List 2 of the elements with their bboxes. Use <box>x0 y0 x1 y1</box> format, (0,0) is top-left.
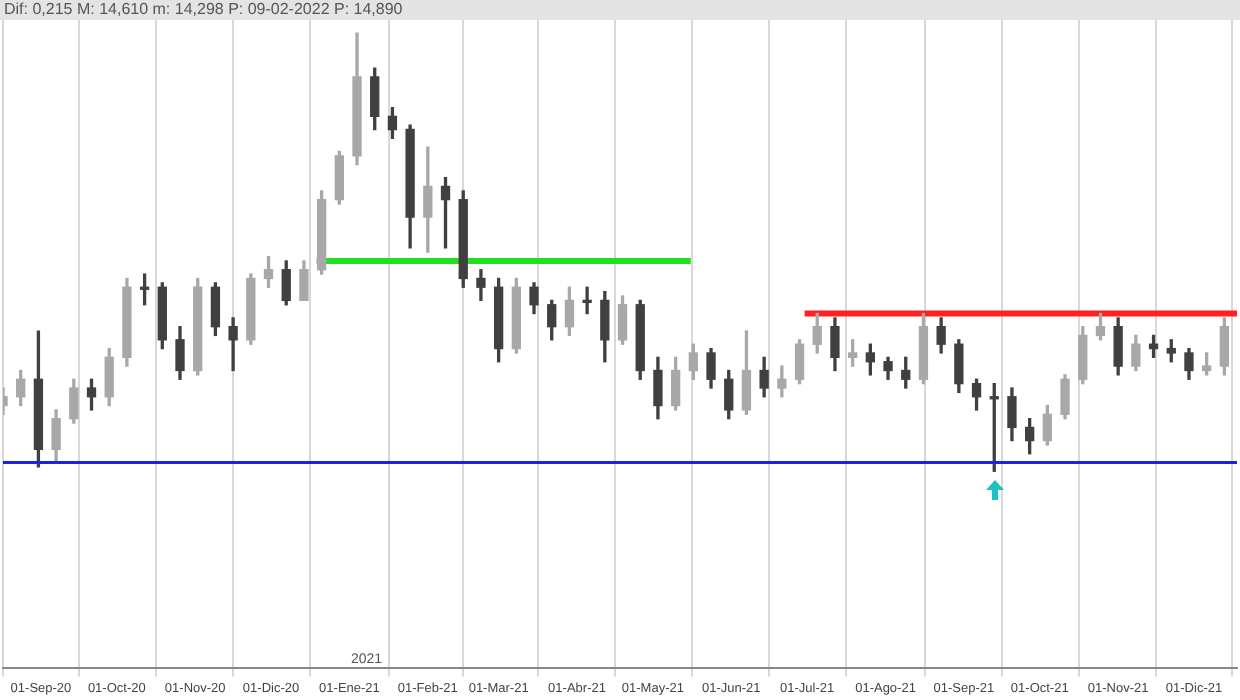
candlestick <box>582 286 592 315</box>
text: Dif: 0,215 M: 14,610 m: 14,298 P: 09-02-2022 P: 14,890 <box>0 0 1240 20</box>
